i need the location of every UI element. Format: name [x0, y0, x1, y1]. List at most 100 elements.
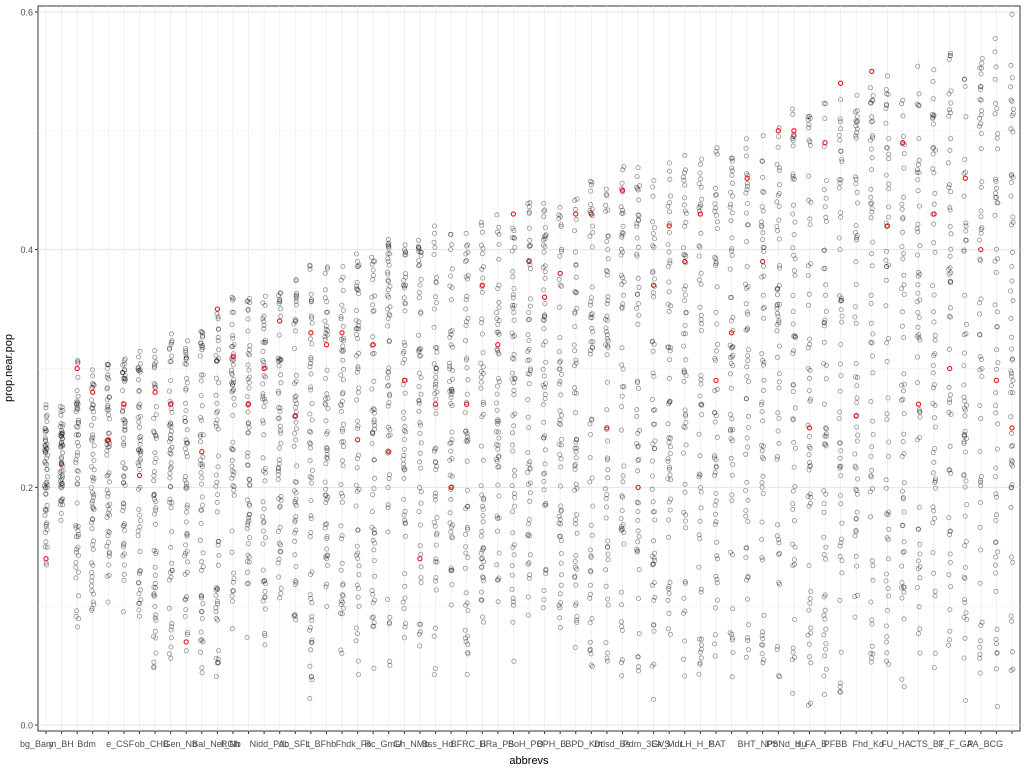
- data-point: [683, 372, 689, 378]
- data-point: [636, 284, 642, 290]
- data-point: [277, 423, 283, 429]
- data-point: [42, 448, 48, 454]
- data-point: [354, 264, 360, 270]
- data-point: [588, 662, 594, 668]
- data-point: [183, 440, 189, 446]
- data-point: [635, 458, 641, 464]
- data-point: [199, 637, 205, 643]
- data-point: [262, 642, 268, 648]
- data-point: [527, 572, 533, 578]
- data-point: [261, 373, 267, 379]
- data-point: [761, 657, 767, 663]
- data-point: [246, 347, 252, 353]
- data-point: [106, 376, 112, 382]
- data-point: [275, 466, 281, 472]
- data-point: [215, 314, 221, 320]
- data-point: [993, 465, 999, 471]
- data-point: [900, 549, 906, 555]
- data-point: [354, 543, 360, 549]
- data-point: [590, 339, 596, 345]
- data-point: [837, 680, 843, 686]
- highlight-point: [837, 80, 844, 86]
- data-point: [197, 353, 203, 359]
- data-point: [885, 556, 891, 562]
- data-point: [853, 174, 859, 180]
- data-point: [151, 469, 157, 475]
- data-point: [43, 484, 49, 490]
- data-point: [559, 436, 565, 442]
- data-point: [200, 564, 206, 570]
- data-point: [807, 491, 813, 497]
- data-point: [416, 397, 422, 403]
- data-point: [183, 352, 189, 358]
- data-point: [371, 597, 377, 603]
- data-point: [260, 541, 266, 547]
- data-point: [852, 614, 858, 620]
- data-point: [932, 332, 938, 338]
- data-point: [914, 380, 920, 386]
- data-point: [183, 350, 189, 356]
- data-point: [573, 390, 579, 396]
- data-point: [961, 332, 967, 338]
- data-point: [183, 485, 189, 491]
- data-point: [387, 472, 393, 478]
- data-point: [291, 613, 297, 619]
- data-point: [760, 642, 766, 648]
- data-point: [276, 332, 282, 338]
- data-point: [354, 258, 360, 264]
- data-point: [790, 176, 796, 182]
- data-point: [713, 413, 719, 419]
- data-point: [557, 282, 563, 288]
- data-point: [651, 622, 657, 628]
- data-point: [823, 425, 829, 431]
- data-point: [448, 297, 454, 303]
- data-point: [481, 619, 487, 625]
- data-point: [525, 469, 531, 475]
- data-point: [294, 401, 300, 407]
- data-point: [293, 278, 299, 284]
- data-point: [885, 91, 891, 97]
- data-point: [543, 566, 549, 572]
- data-point: [246, 512, 252, 518]
- highlight-point: [744, 175, 750, 181]
- data-point: [324, 264, 330, 270]
- data-point: [1009, 370, 1015, 376]
- data-point: [948, 314, 954, 320]
- data-point: [465, 641, 471, 647]
- data-point: [822, 441, 828, 447]
- data-point: [605, 338, 611, 344]
- data-point: [198, 372, 204, 378]
- data-point: [401, 446, 407, 452]
- data-point: [1010, 214, 1016, 220]
- data-point: [557, 452, 563, 458]
- data-point: [431, 251, 437, 257]
- data-point: [153, 404, 159, 410]
- data-point: [387, 614, 393, 620]
- data-point: [308, 475, 314, 481]
- data-point: [573, 521, 579, 527]
- data-point: [667, 472, 673, 478]
- data-point: [198, 415, 204, 421]
- highlight-point: [58, 460, 65, 467]
- data-point: [292, 319, 298, 325]
- data-point: [807, 216, 813, 222]
- data-point: [697, 304, 703, 310]
- data-point: [1010, 390, 1016, 396]
- highlight-point: [915, 401, 922, 407]
- data-point: [621, 279, 627, 285]
- data-point: [184, 375, 190, 381]
- data-point: [323, 326, 329, 332]
- data-point: [463, 639, 469, 645]
- data-point: [621, 530, 627, 536]
- data-point: [776, 168, 782, 174]
- data-point: [433, 365, 439, 371]
- data-point: [247, 343, 253, 349]
- data-point: [620, 494, 626, 500]
- data-point: [573, 553, 579, 559]
- data-point: [761, 244, 767, 250]
- data-point: [386, 621, 392, 627]
- data-point: [386, 476, 392, 482]
- data-point: [355, 586, 361, 592]
- data-point: [292, 582, 298, 588]
- data-point: [137, 367, 143, 373]
